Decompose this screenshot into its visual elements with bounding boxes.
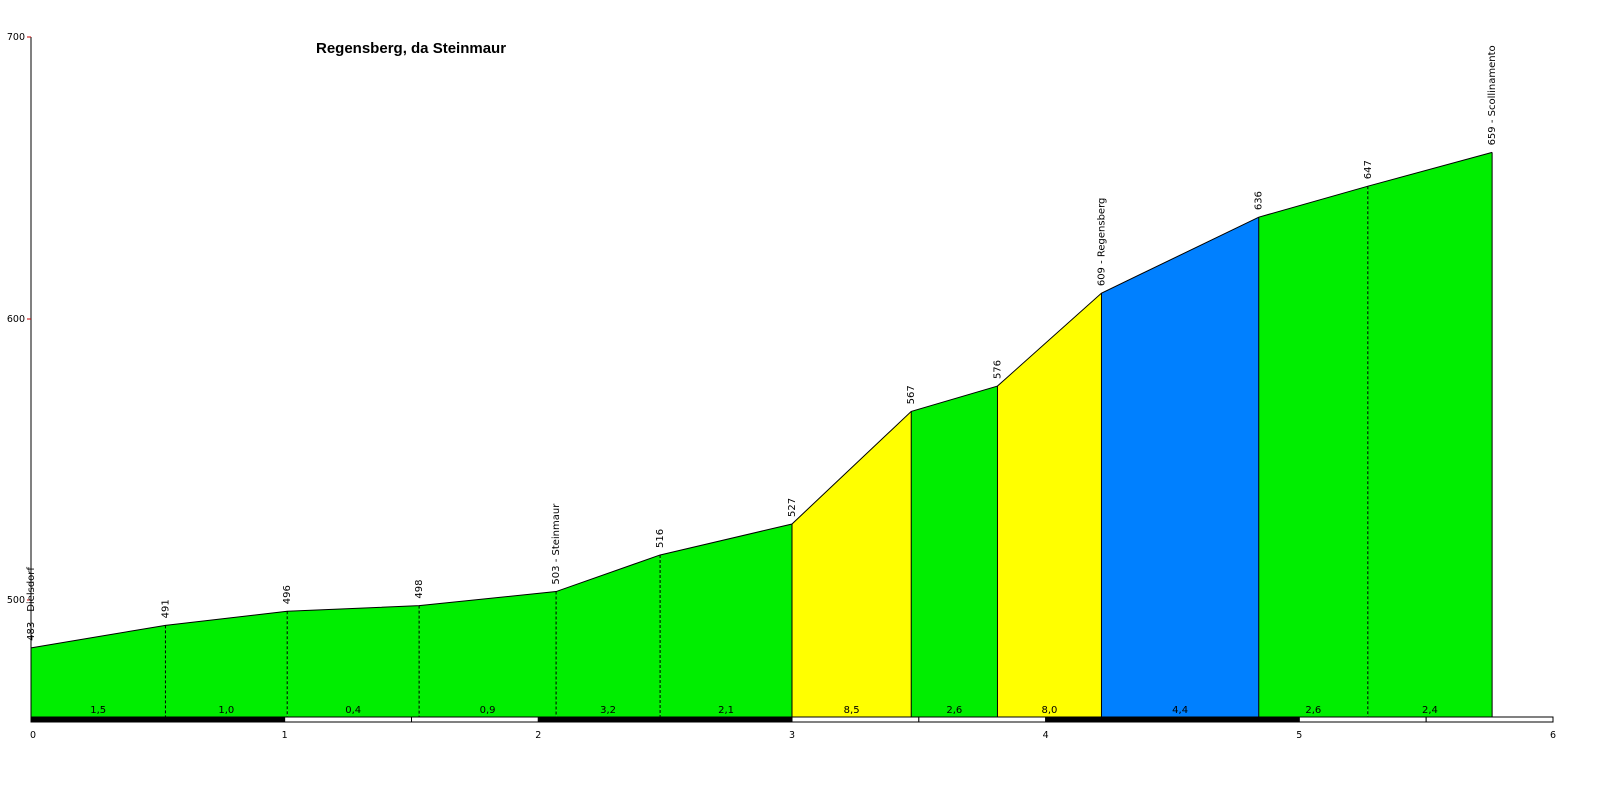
gradient-labels: 1,5 1,0 0,4 0,9 3,2 2,1 8,5 2,6 8,0 4,4 2,6 2,4 — [90, 705, 1438, 716]
gradient-label: 4,4 — [1172, 705, 1188, 716]
point-label: 503 - Steinmaur — [551, 503, 562, 585]
scale-bar-block — [664, 716, 793, 723]
segment-fill — [556, 554, 661, 717]
gradient-label: 1,0 — [218, 705, 234, 716]
segment-fill — [792, 411, 912, 717]
scale-bar-block — [1298, 716, 1427, 723]
scale-bar-block — [1425, 716, 1554, 723]
gradient-label: 3,2 — [600, 705, 616, 716]
point-label: 491 — [160, 599, 171, 618]
scale-bar-block — [157, 716, 286, 723]
scale-bar-block — [411, 716, 539, 723]
point-label: 483 - Dielsdorf — [26, 567, 37, 641]
segment-fill — [287, 605, 420, 717]
gradient-label: 2,6 — [946, 705, 962, 716]
point-label: 496 — [282, 585, 293, 604]
scale-bar-block — [791, 716, 920, 723]
point-label: 498 — [414, 580, 425, 599]
gradient-label: 2,1 — [718, 705, 734, 716]
scale-bar-block — [284, 716, 412, 723]
point-label: 647 — [1363, 160, 1374, 179]
segment-fill — [1367, 152, 1493, 718]
profile-outline — [30, 151, 1493, 649]
scale-bar-block — [537, 716, 666, 723]
segment-fill — [31, 625, 166, 717]
gradient-label: 0,4 — [345, 705, 361, 716]
segment-fill — [660, 523, 792, 717]
segment-dividers — [164, 152, 1493, 717]
x-tick-label: 0 — [30, 730, 36, 741]
segment-fill — [419, 591, 557, 717]
gradient-label: 2,6 — [1305, 705, 1321, 716]
segment-fill — [911, 386, 998, 717]
x-tick-label: 6 — [1550, 730, 1556, 741]
axes: 500 600 700 0 1 2 3 4 5 6 — [7, 32, 1556, 741]
segment-fills — [31, 152, 1493, 718]
y-tick-label: 700 — [7, 32, 25, 43]
point-label: 567 — [906, 385, 917, 404]
point-label: 527 — [787, 498, 798, 517]
point-label: 636 — [1254, 191, 1265, 210]
y-tick-label: 600 — [7, 314, 25, 325]
chart-title: Regensberg, da Steinmaur — [316, 40, 506, 57]
point-labels: 483 - Dielsdorf 491 496 498 503 - Steinmaur 5… — [26, 45, 1498, 641]
gradient-label: 2,4 — [1422, 705, 1438, 716]
x-tick-label: 5 — [1296, 730, 1302, 741]
scale-bar-block — [1045, 716, 1173, 723]
scale-bar-block — [1172, 716, 1300, 723]
gradient-label: 8,0 — [1042, 705, 1058, 716]
distance-scale-bar — [30, 716, 1554, 723]
scale-bar-block — [918, 716, 1047, 723]
gradient-label: 0,9 — [480, 705, 496, 716]
point-label: 576 — [992, 360, 1003, 379]
x-tick-label: 4 — [1043, 730, 1049, 741]
x-tick-label: 3 — [789, 730, 795, 741]
scale-bar-block — [30, 716, 159, 723]
y-tick-label: 500 — [7, 595, 25, 606]
segment-fill — [997, 293, 1102, 717]
x-tick-label: 2 — [535, 730, 541, 741]
gradient-label: 1,5 — [90, 705, 106, 716]
point-label: 609 - Regensberg — [1096, 198, 1107, 287]
point-label: 516 — [655, 529, 666, 548]
segment-fill — [165, 611, 288, 717]
x-tick-label: 1 — [282, 730, 288, 741]
segment-fill — [1101, 217, 1259, 717]
point-label: 659 - Scollinamento — [1487, 45, 1498, 145]
gradient-label: 8,5 — [844, 705, 860, 716]
segment-fill — [1258, 186, 1368, 717]
